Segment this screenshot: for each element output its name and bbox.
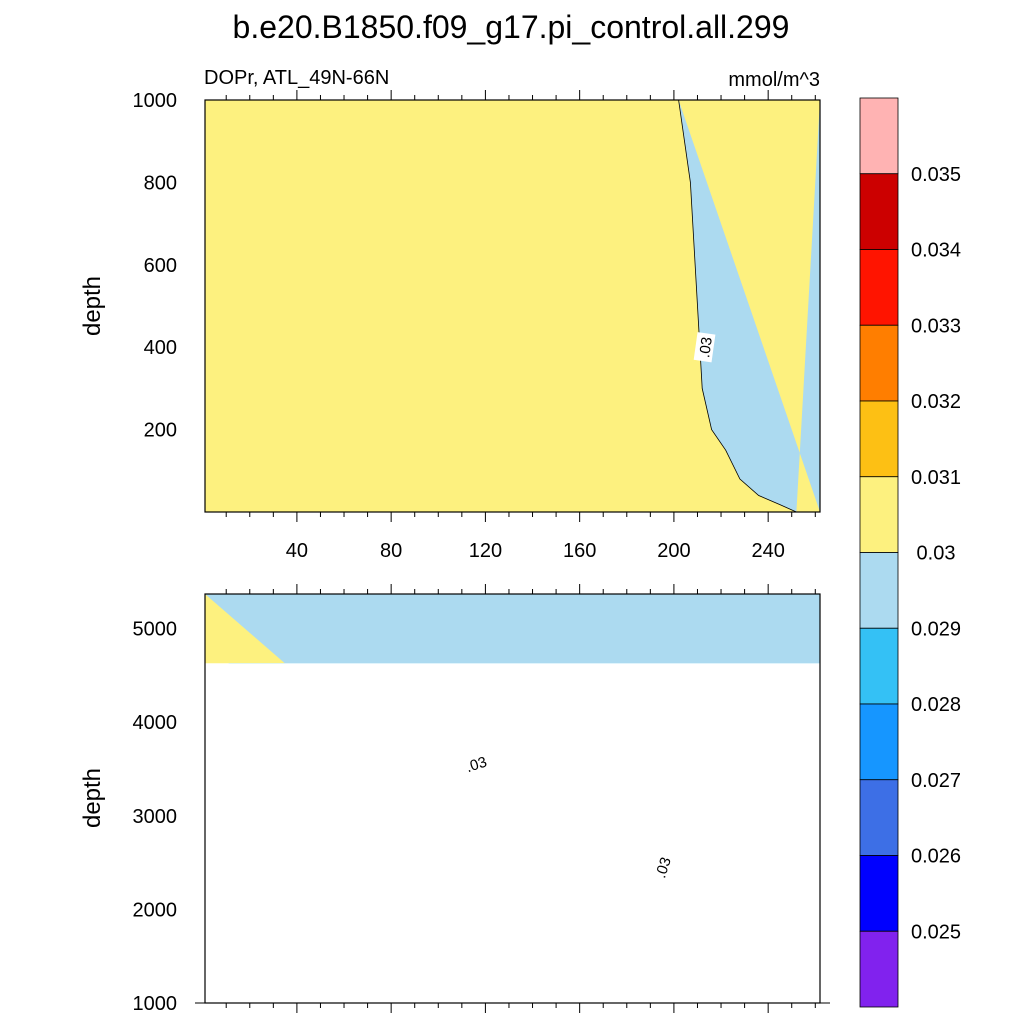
x-tick-label: 240 bbox=[751, 540, 784, 562]
y-tick-label: 1000 bbox=[133, 993, 178, 1015]
colorbar-box bbox=[859, 476, 899, 553]
colorbar-label: 0.026 bbox=[911, 846, 961, 868]
colorbar-label: 0.031 bbox=[911, 467, 961, 489]
y-tick-label: 400 bbox=[144, 337, 177, 359]
x-tick-label: 160 bbox=[563, 540, 596, 562]
lower-no-data bbox=[205, 663, 820, 1003]
colorbar-box bbox=[859, 627, 899, 705]
colorbar-box bbox=[859, 930, 899, 1008]
x-tick-label: 200 bbox=[657, 540, 690, 562]
x-tick-label: 80 bbox=[380, 540, 402, 562]
contour-label: .03 bbox=[649, 851, 676, 884]
colorbar-box bbox=[859, 249, 899, 326]
colorbar-label: 0.033 bbox=[911, 315, 961, 337]
upper-contour-0.030 bbox=[678, 99, 797, 513]
upper-ylabel: depth bbox=[79, 276, 106, 336]
colorbar-label: 0.035 bbox=[911, 164, 961, 186]
panel-frame bbox=[204, 99, 821, 513]
contour-label-text: .03 bbox=[652, 855, 675, 880]
x-tick-label: 40 bbox=[286, 540, 308, 562]
colorbar-box bbox=[859, 400, 899, 478]
panel-frame bbox=[204, 593, 821, 1004]
x-tick-label: 120 bbox=[469, 540, 502, 562]
contour-label-text: .03 bbox=[696, 336, 716, 359]
colorbar-label: 0.027 bbox=[911, 770, 961, 792]
lower-region-0.029-0.030 bbox=[205, 594, 820, 664]
colorbar-label: 0.034 bbox=[911, 240, 961, 262]
colorbar-box bbox=[859, 703, 899, 781]
contour-label: .03 bbox=[693, 332, 716, 363]
colorbar-label: 0.032 bbox=[911, 391, 961, 413]
y-tick-label: 600 bbox=[144, 255, 177, 277]
colorbar-box bbox=[859, 855, 899, 932]
colorbar-box bbox=[859, 552, 899, 629]
y-tick-label: 800 bbox=[144, 172, 177, 194]
y-tick-label: 2000 bbox=[133, 899, 178, 921]
y-tick-label: 4000 bbox=[133, 712, 178, 734]
colorbar-box bbox=[859, 324, 899, 402]
colorbar-label: 0.03 bbox=[917, 543, 956, 565]
y-tick-label: 5000 bbox=[133, 619, 178, 641]
chart-title: b.e20.B1850.f09_g17.pi_control.all.299 bbox=[233, 9, 790, 45]
upper-panel: .03 40 80 120 160 200 240 200 400 600 800 1000 bbox=[133, 90, 821, 562]
colorbar-label: 0.029 bbox=[911, 618, 961, 640]
subtitle-left: DOPr, ATL_49N-66N bbox=[204, 67, 389, 89]
subtitle-right: mmol/m^3 bbox=[728, 69, 820, 91]
colorbar-box bbox=[859, 97, 899, 175]
colorbar-box bbox=[859, 779, 899, 856]
contour-label: .03 bbox=[459, 750, 493, 777]
colorbar-box bbox=[859, 173, 899, 250]
y-tick-label: 3000 bbox=[133, 806, 178, 828]
lower-panel: .03 .03 1000 2000 3000 4000 5000 bbox=[133, 584, 830, 1015]
y-tick-label: 200 bbox=[144, 420, 177, 442]
contour-label-text: .03 bbox=[464, 754, 489, 777]
colorbar-label: 0.025 bbox=[911, 921, 961, 943]
lower-ylabel: depth bbox=[79, 768, 106, 828]
colorbar: 0.025 0.026 0.027 0.028 0.029 0.03 0.031 0.032 0… bbox=[859, 97, 961, 1008]
colorbar-label: 0.028 bbox=[911, 694, 961, 716]
y-tick-label: 1000 bbox=[133, 90, 178, 112]
upper-region-0.029-0.030 bbox=[678, 100, 820, 512]
